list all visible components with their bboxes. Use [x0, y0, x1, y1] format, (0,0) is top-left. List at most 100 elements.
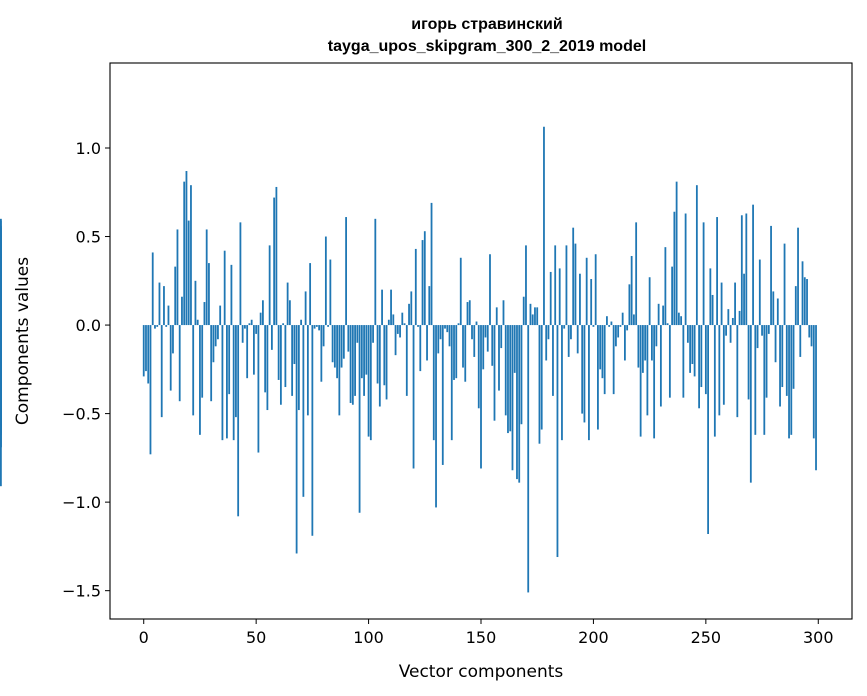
bar — [495, 307, 498, 326]
bar — [246, 325, 249, 379]
bar — [340, 325, 343, 368]
bar — [520, 325, 523, 425]
bar — [763, 325, 766, 435]
bar — [574, 243, 577, 326]
bar — [302, 325, 305, 497]
bar — [500, 325, 503, 349]
bar — [338, 325, 341, 416]
y-tick-label: 0.5 — [76, 228, 101, 247]
bar — [181, 296, 183, 326]
bar — [729, 325, 732, 343]
y-tick-label: 1.0 — [76, 139, 101, 158]
bar — [556, 325, 559, 558]
y-tick-label: −1.5 — [62, 582, 101, 601]
bar — [212, 325, 215, 363]
bar — [297, 325, 300, 411]
bar — [590, 279, 593, 326]
bar — [322, 325, 325, 347]
bar — [0, 275, 2, 326]
bar — [686, 325, 689, 343]
bar — [693, 325, 696, 377]
bar — [187, 220, 190, 326]
bar — [704, 325, 707, 395]
bar — [163, 286, 165, 326]
bar — [806, 279, 808, 326]
bar — [653, 325, 656, 439]
bar — [641, 325, 644, 373]
bar — [354, 325, 356, 396]
bar — [606, 316, 608, 326]
bar — [356, 325, 359, 343]
bar — [504, 325, 507, 416]
bar — [192, 325, 195, 416]
bar — [291, 325, 294, 396]
bar — [237, 325, 240, 517]
bar — [563, 325, 566, 329]
bar — [219, 305, 222, 326]
bar — [257, 325, 260, 453]
bar — [142, 325, 145, 377]
bar — [199, 325, 201, 435]
bar — [174, 266, 177, 326]
bar — [509, 325, 512, 432]
bar — [275, 186, 278, 326]
bar — [360, 325, 363, 379]
bar — [255, 325, 258, 334]
bar — [387, 319, 390, 326]
bar — [599, 325, 602, 370]
bar — [437, 325, 440, 354]
chart-title-line-1: игорь стравинский — [411, 16, 562, 33]
bar — [803, 277, 806, 326]
bar — [558, 268, 561, 326]
bar — [783, 243, 786, 326]
bar — [408, 303, 410, 326]
bar — [475, 321, 478, 326]
bar — [244, 325, 246, 329]
bar — [385, 325, 388, 400]
bar — [214, 325, 217, 347]
bar — [178, 325, 181, 402]
bar — [639, 325, 642, 437]
bar — [331, 325, 334, 363]
bar — [709, 268, 712, 326]
bar — [774, 325, 777, 363]
bar — [617, 325, 620, 338]
bar — [149, 325, 152, 455]
bar — [713, 325, 716, 437]
bar — [457, 323, 460, 326]
bar — [707, 325, 709, 534]
bar — [770, 225, 772, 326]
bar — [603, 325, 606, 395]
bar — [565, 245, 568, 326]
bar — [792, 325, 795, 389]
bar — [794, 286, 797, 326]
bar — [538, 325, 541, 444]
bar — [585, 257, 588, 326]
bar — [498, 325, 500, 391]
bar — [797, 227, 799, 326]
bar — [785, 325, 788, 396]
bar — [277, 325, 280, 380]
bar — [266, 325, 269, 411]
bar — [288, 300, 291, 326]
bar — [583, 325, 586, 423]
bar — [421, 240, 424, 326]
bar — [711, 294, 714, 326]
bar — [727, 309, 730, 326]
bar — [736, 325, 739, 418]
bar — [201, 325, 204, 398]
bar — [576, 325, 579, 354]
bar — [761, 325, 763, 336]
bar — [615, 325, 617, 347]
x-axis-label: Vector components — [399, 662, 564, 682]
bar — [459, 257, 462, 326]
bar — [293, 325, 296, 365]
bar — [363, 325, 365, 396]
bar — [401, 312, 404, 326]
bar — [716, 217, 718, 326]
bar — [752, 204, 754, 326]
bar — [808, 325, 811, 338]
bar — [720, 282, 723, 326]
bar — [448, 325, 451, 347]
